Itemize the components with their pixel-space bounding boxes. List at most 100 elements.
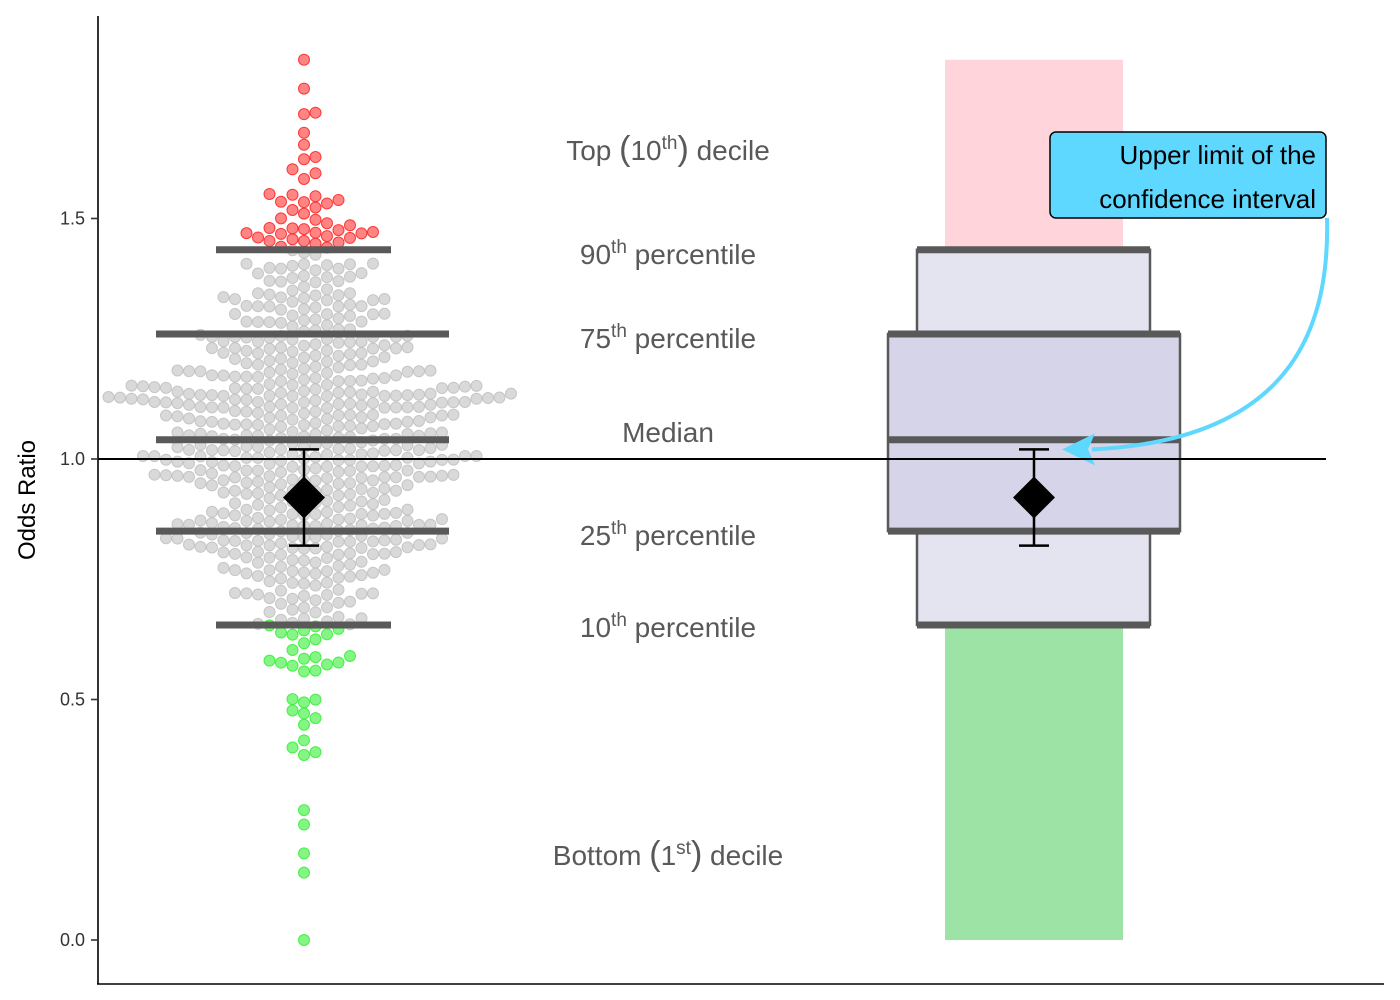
data-point-19 [321, 658, 333, 671]
data-point-251 [229, 460, 241, 473]
data-point-254 [390, 459, 402, 472]
data-point-100 [344, 547, 356, 560]
data-point-548 [344, 287, 356, 300]
data-point-434 [275, 375, 287, 388]
data-point-180 [401, 503, 414, 516]
data-point-239 [332, 465, 345, 478]
data-point-570 [344, 258, 356, 271]
data-point-427 [459, 380, 471, 393]
data-point-487 [275, 341, 287, 354]
data-point-552 [298, 280, 310, 293]
data-point-27 [298, 637, 310, 650]
data-point-214 [344, 477, 356, 490]
data-point-581 [263, 234, 276, 247]
data-point-600 [286, 204, 299, 217]
data-point-447 [206, 369, 218, 382]
data-point-404 [390, 389, 402, 402]
data-point-391 [229, 393, 241, 406]
data-point-216 [240, 476, 253, 489]
data-point-528 [275, 303, 287, 316]
data-point-613 [309, 151, 322, 164]
data-point-341 [206, 415, 218, 428]
data-point-516 [252, 316, 264, 329]
data-point-160 [401, 514, 414, 527]
data-point-156 [321, 517, 333, 530]
data-point-273 [148, 450, 161, 463]
p25-label: 25th percentile [580, 518, 756, 551]
data-point-161 [194, 514, 207, 527]
data-point-350 [355, 411, 368, 424]
data-point-16 [298, 665, 310, 678]
top-decile-post: decile [689, 135, 770, 166]
data-point-379 [344, 397, 356, 410]
data-point-355 [332, 409, 345, 422]
data-point-174 [217, 507, 230, 520]
data-point-441 [378, 371, 391, 384]
data-point-337 [378, 418, 391, 431]
data-point-375 [183, 398, 195, 411]
data-point-476 [252, 347, 264, 360]
data-point-344 [413, 414, 425, 427]
data-point-402 [217, 389, 230, 402]
data-point-392 [137, 393, 149, 406]
y-tick-label-3: 1.5 [60, 209, 85, 229]
data-point-466 [321, 355, 333, 368]
data-point-410 [183, 387, 195, 400]
data-point-443 [240, 370, 253, 383]
data-point-124 [217, 534, 230, 547]
data-point-368 [390, 401, 402, 414]
data-point-31 [275, 626, 287, 639]
data-point-349 [424, 411, 437, 424]
data-point-450 [263, 366, 276, 379]
data-point-14 [309, 693, 322, 706]
data-point-66 [286, 576, 299, 589]
data-point-280 [367, 447, 379, 460]
data-point-385 [447, 396, 460, 409]
data-point-556 [263, 274, 276, 287]
data-point-484 [390, 342, 402, 355]
data-point-513 [321, 319, 333, 332]
data-point-23 [298, 652, 310, 665]
p75-post: percentile [627, 323, 756, 354]
data-point-610 [309, 167, 322, 180]
data-point-183 [344, 499, 356, 512]
data-point-125 [390, 533, 402, 546]
data-point-363 [229, 404, 241, 417]
data-point-444 [229, 370, 241, 383]
data-point-483 [367, 342, 379, 355]
data-point-437 [355, 374, 368, 387]
data-point-453 [413, 365, 425, 378]
data-point-20 [275, 656, 287, 669]
data-point-346 [321, 412, 333, 425]
data-point-469 [229, 353, 241, 366]
data-point-423 [436, 382, 448, 395]
data-point-342 [401, 415, 414, 428]
data-point-523 [286, 309, 299, 322]
data-point-44 [309, 606, 322, 619]
data-point-10 [309, 712, 322, 725]
data-point-569 [298, 258, 310, 271]
data-point-49 [275, 597, 287, 610]
data-point-248 [321, 460, 333, 473]
data-point-470 [275, 352, 287, 365]
data-point-72 [252, 569, 264, 582]
p10-sup: th [611, 610, 627, 631]
data-point-3 [298, 818, 310, 831]
top-decile-lparen: ( [619, 130, 631, 168]
bottom-decile-lparen: ( [649, 835, 661, 873]
data-point-591 [332, 224, 345, 237]
data-point-565 [332, 262, 345, 275]
data-point-291 [344, 442, 356, 455]
data-point-357 [367, 408, 379, 421]
data-point-90 [298, 554, 310, 567]
data-point-102 [390, 546, 402, 559]
data-point-358 [447, 408, 460, 421]
y-ticks: 0.0 0.5 1.0 1.5 [60, 209, 98, 950]
p75-label: 75th percentile [580, 321, 756, 354]
data-point-60 [367, 587, 379, 600]
data-point-286 [206, 444, 218, 457]
data-point-288 [183, 443, 195, 456]
data-point-213 [332, 477, 345, 490]
bottom-decile-pre: Bottom [553, 840, 649, 871]
data-point-211 [401, 479, 414, 492]
